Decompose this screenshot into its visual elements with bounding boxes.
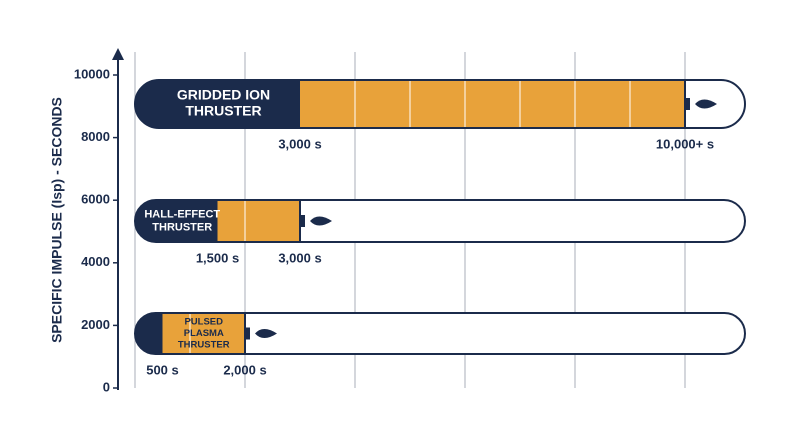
y-tick-label: 6000 bbox=[81, 192, 110, 207]
bar-name: HALL-EFFECT bbox=[144, 208, 220, 220]
y-axis-title: SPECIFIC IMPULSE (Isp) - SECONDS bbox=[49, 97, 65, 343]
value-label: 2,000 s bbox=[223, 362, 266, 377]
bar-label-area bbox=[135, 80, 300, 128]
range-bar bbox=[300, 81, 685, 127]
exhaust-icon bbox=[695, 99, 717, 109]
value-label: 10,000+ s bbox=[656, 136, 714, 151]
bar-name: THRUSTER bbox=[178, 340, 230, 351]
exhaust-icon bbox=[310, 216, 332, 226]
bar-name: THRUSTER bbox=[185, 103, 261, 119]
bar-name: GRIDDED ION bbox=[177, 87, 270, 103]
range-bar bbox=[217, 201, 300, 241]
bar-label-area bbox=[135, 313, 163, 354]
y-tick-label: 8000 bbox=[81, 129, 110, 144]
engine-icon bbox=[685, 98, 690, 110]
engine-icon bbox=[300, 215, 305, 227]
bar-track bbox=[134, 312, 746, 355]
value-label: 1,500 s bbox=[196, 250, 239, 265]
value-label: 3,000 s bbox=[278, 136, 321, 151]
value-label: 500 s bbox=[146, 362, 179, 377]
value-label: 3,000 s bbox=[278, 250, 321, 265]
bar-label-area bbox=[135, 200, 218, 242]
y-tick-label: 0 bbox=[103, 379, 110, 394]
y-tick-label: 2000 bbox=[81, 317, 110, 332]
bar-name: PLASMA bbox=[184, 328, 224, 339]
engine-icon bbox=[245, 327, 250, 340]
y-tick-label: 10000 bbox=[74, 66, 110, 81]
exhaust-icon bbox=[255, 329, 277, 338]
y-axis-arrow bbox=[112, 48, 124, 60]
range-bar bbox=[162, 314, 245, 353]
bar-name: THRUSTER bbox=[152, 221, 212, 233]
y-tick-label: 4000 bbox=[81, 254, 110, 269]
bar-name: PULSED bbox=[184, 317, 223, 328]
